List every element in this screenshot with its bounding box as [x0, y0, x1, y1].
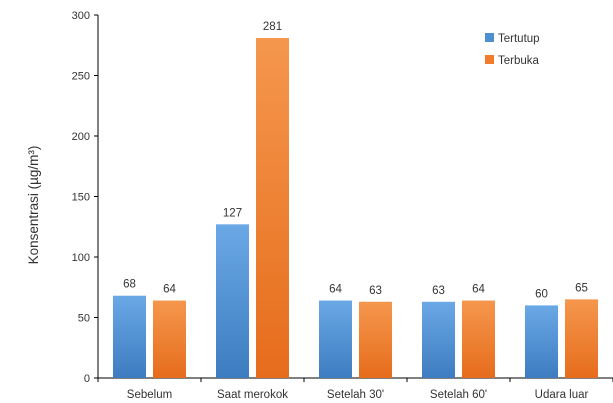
data-label: 64: [329, 284, 342, 296]
bar-terbuka: [565, 299, 598, 378]
data-label: 64: [472, 284, 485, 296]
data-label: 63: [432, 285, 445, 297]
y-tick-label: 300: [72, 10, 90, 22]
legend-swatch-tertutup: [485, 33, 494, 42]
y-tick-label: 100: [72, 252, 90, 264]
data-label: 68: [123, 279, 136, 291]
bar-terbuka: [359, 301, 392, 378]
bar-tertutup: [113, 295, 146, 378]
y-tick-label: 50: [78, 313, 90, 325]
x-tick-label: Sebelum: [127, 389, 172, 401]
bar-terbuka: [153, 300, 186, 378]
data-label: 65: [575, 282, 588, 294]
plot-area: 0 50 100 150 200 250 300 Sebelum 68 64 Saat meroko…: [72, 10, 613, 401]
y-tick-label: 250: [72, 71, 90, 83]
bar-tertutup: [216, 224, 249, 378]
legend: Tertutup Terbuka: [485, 33, 540, 67]
data-label: 60: [535, 288, 548, 300]
y-tick-label: 200: [72, 131, 90, 143]
legend-swatch-terbuka: [485, 55, 494, 64]
bar-tertutup: [319, 300, 352, 378]
data-label: 64: [163, 284, 176, 296]
data-label: 127: [223, 207, 242, 219]
data-label: 63: [369, 285, 382, 297]
bar-terbuka: [256, 37, 289, 379]
x-tick-label: Udara luar: [535, 389, 589, 401]
legend-label-tertutup: Tertutup: [498, 33, 540, 45]
data-label: 281: [263, 21, 282, 33]
x-tick-label: Saat merokok: [217, 389, 288, 401]
y-tick-label: 150: [72, 192, 90, 204]
x-tick-label: Setelah 60': [430, 389, 487, 401]
y-tick-label: 0: [84, 373, 90, 385]
x-tick-label: Setelah 30': [327, 389, 384, 401]
legend-label-terbuka: Terbuka: [498, 55, 540, 67]
y-axis-title: Konsentrasi (µg/m³): [26, 146, 41, 265]
bar-tertutup: [525, 305, 558, 378]
bar-tertutup: [422, 301, 455, 378]
bar-terbuka: [462, 300, 495, 378]
